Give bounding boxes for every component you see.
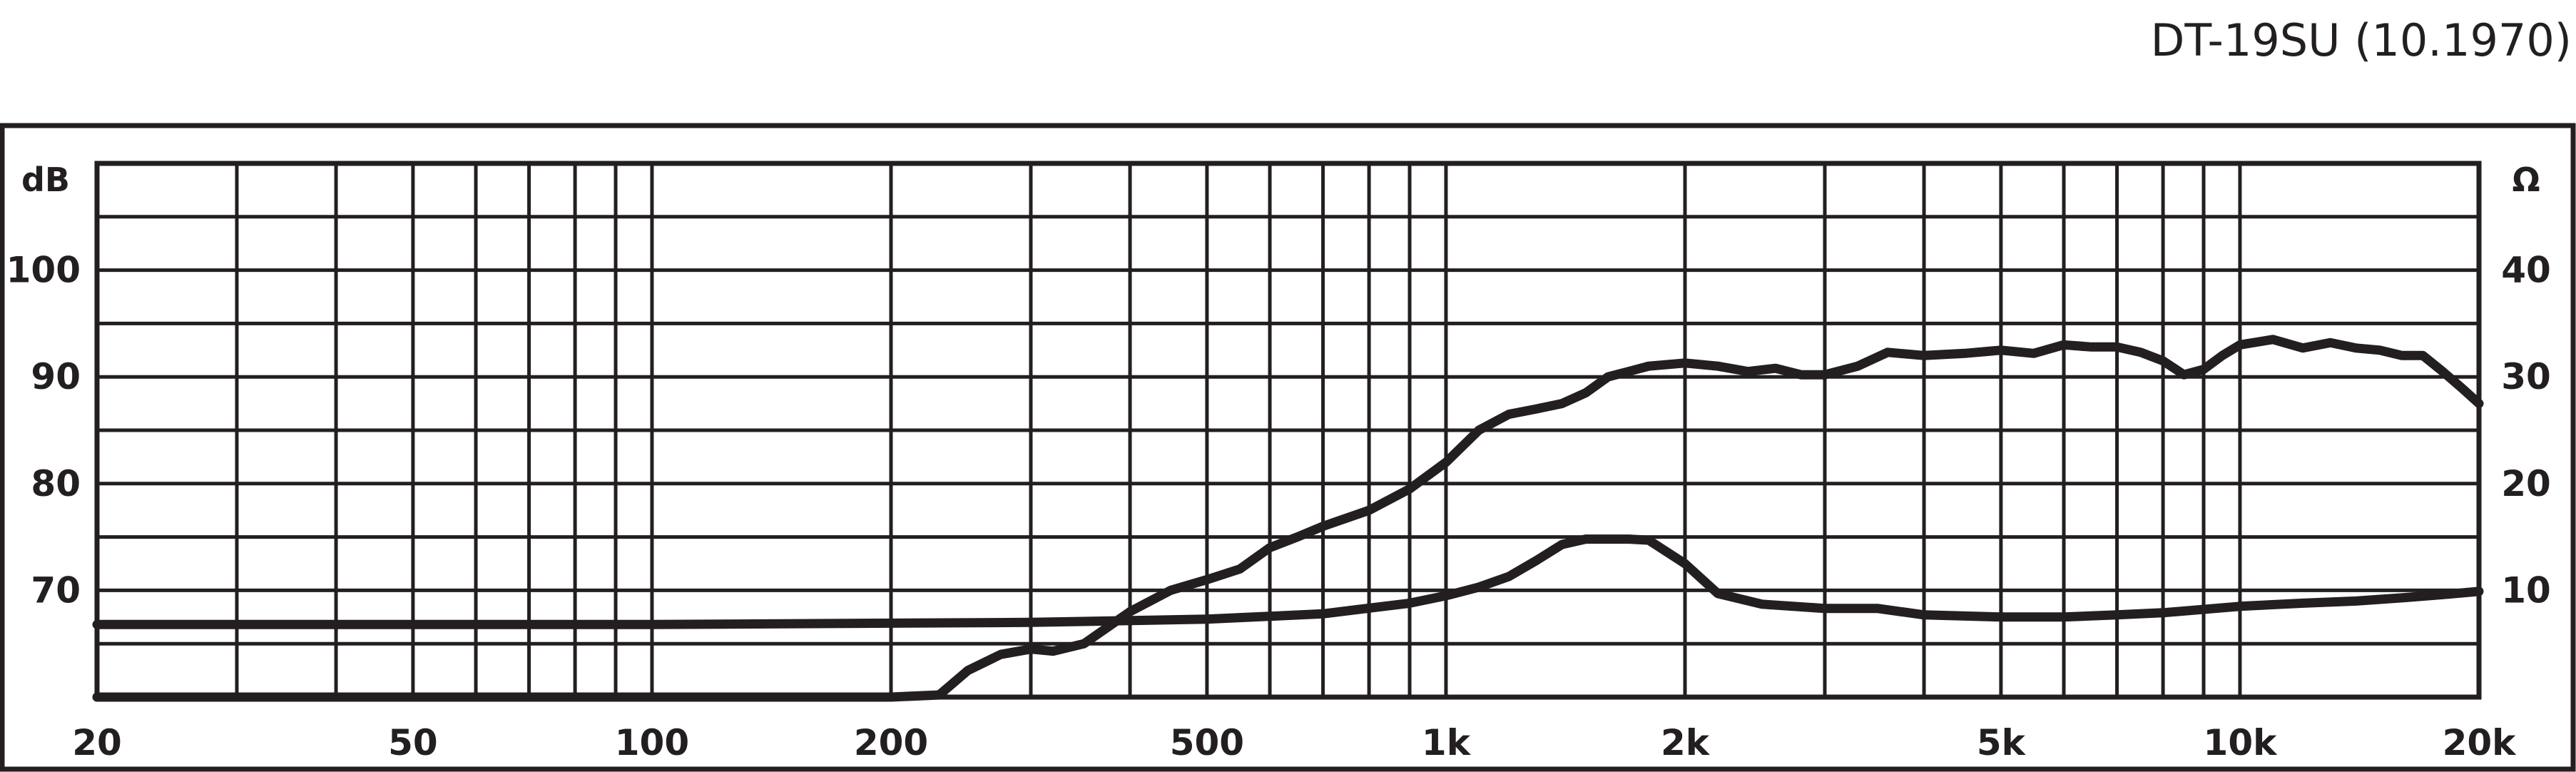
right-y-tick-label: 40 <box>2501 250 2551 291</box>
right-y-tick-label: 30 <box>2501 356 2551 397</box>
x-tick-label: 100 <box>615 722 689 763</box>
x-tick-label: 1k <box>1422 722 1472 763</box>
x-tick-label: 2k <box>1661 722 1711 763</box>
x-tick-label: 10k <box>2204 722 2279 763</box>
left-y-tick-label: 100 <box>6 250 81 291</box>
left-axis-unit-label: dB <box>21 161 70 199</box>
right-y-tick-label: 20 <box>2501 463 2551 504</box>
impedance-line <box>92 534 2484 629</box>
x-tick-label: 20k <box>2443 722 2518 763</box>
x-tick-label: 5k <box>1977 722 2027 763</box>
chart-title: DT-19SU (10.1970) <box>2151 14 2572 66</box>
outer-frame <box>0 123 2576 772</box>
left-y-tick-label: 70 <box>31 569 81 611</box>
left-y-tick-label: 90 <box>31 356 81 397</box>
x-tick-label: 500 <box>1170 722 1244 763</box>
spl-response-line <box>92 335 2484 702</box>
right-y-tick-label: 10 <box>2501 569 2551 611</box>
left-y-tick-label: 80 <box>31 463 81 504</box>
grid <box>94 161 2482 700</box>
right-axis-unit-label: Ω <box>2512 161 2540 199</box>
axis-labels: 20 50 100 200 500 1k 2k 5k 10k 20k 70 80 90 100 10 20 30… <box>6 161 2551 763</box>
series-group <box>92 335 2484 702</box>
x-tick-label: 50 <box>388 722 438 763</box>
x-tick-label: 20 <box>72 722 122 763</box>
plot-border <box>94 161 2482 700</box>
x-tick-label: 200 <box>854 722 928 763</box>
